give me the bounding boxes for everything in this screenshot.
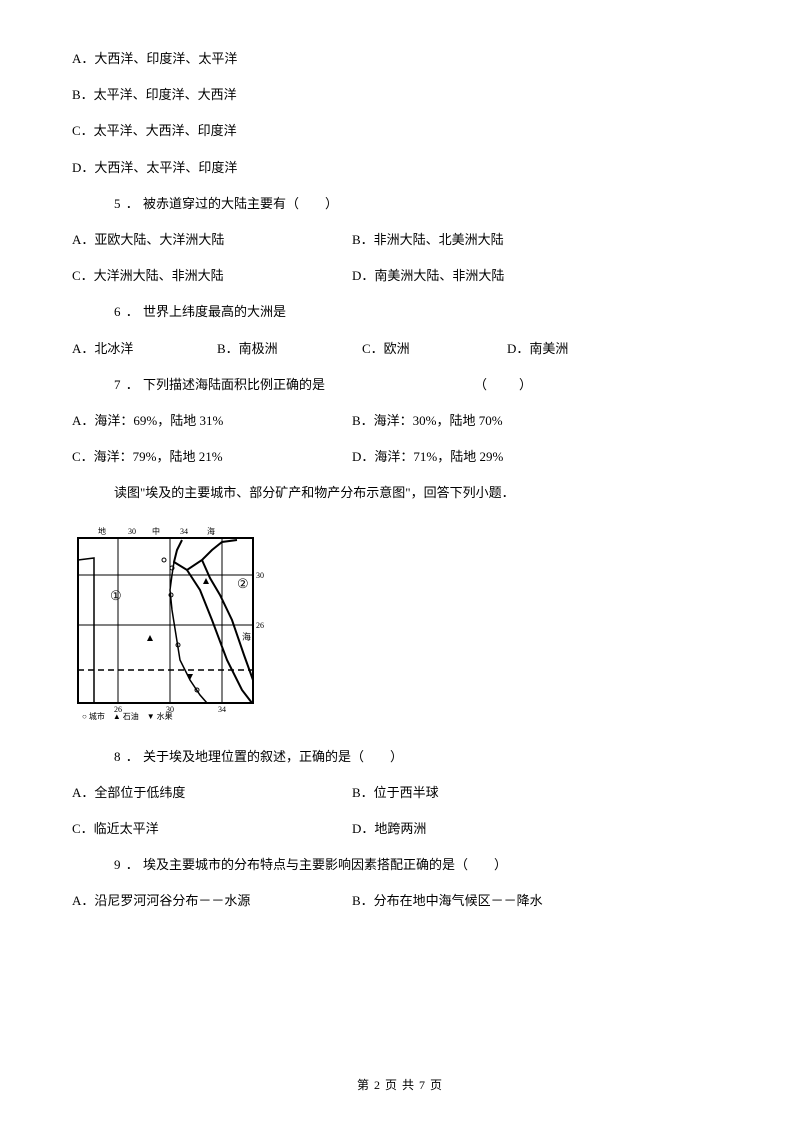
q5-text: 被赤道穿过的大陆主要有（ ） bbox=[143, 196, 338, 211]
q7-row2: C．海洋：79%，陆地 21% D．海洋：71%，陆地 29% bbox=[72, 448, 728, 466]
q7-option-a: A．海洋：69%，陆地 31% bbox=[72, 412, 352, 430]
q9-option-a: A．沿尼罗河河谷分布－－水源 bbox=[72, 892, 352, 910]
q6-text: 世界上纬度最高的大洲是 bbox=[143, 304, 286, 319]
q8-row1: A．全部位于低纬度 B．位于西半球 bbox=[72, 784, 728, 802]
q7-number: 7 ． bbox=[114, 377, 140, 392]
q9-stem: 9 ． 埃及主要城市的分布特点与主要影响因素搭配正确的是（ ） bbox=[114, 856, 728, 874]
page-footer: 第 2 页 共 7 页 bbox=[0, 1077, 800, 1094]
q8-stem: 8 ． 关于埃及地理位置的叙述，正确的是（ ） bbox=[114, 748, 728, 766]
q7-stem: 7 ． 下列描述海陆面积比例正确的是 （ ） bbox=[114, 376, 728, 394]
q5-option-d: D．南美洲大陆、非洲大陆 bbox=[352, 267, 504, 285]
q5-row2: C．大洋洲大陆、非洲大陆 D．南美洲大陆、非洲大陆 bbox=[72, 267, 728, 285]
map-right-26: 26 bbox=[256, 621, 264, 630]
q5-stem: 5 ． 被赤道穿过的大陆主要有（ ） bbox=[114, 195, 728, 213]
q4-option-c: C．太平洋、大西洋、印度洋 bbox=[72, 122, 728, 140]
map-sea-label: 海 bbox=[242, 631, 251, 642]
q4-option-d: D．大西洋、太平洋、印度洋 bbox=[72, 159, 728, 177]
q5-option-b: B．非洲大陆、北美洲大陆 bbox=[352, 231, 504, 249]
map-top-label-1: 地 bbox=[98, 526, 106, 536]
q5-number: 5 ． bbox=[114, 196, 140, 211]
q8-option-c: C．临近太平洋 bbox=[72, 820, 352, 838]
q8-option-b: B．位于西半球 bbox=[352, 784, 439, 802]
q6-stem: 6 ． 世界上纬度最高的大洲是 bbox=[114, 303, 728, 321]
map-bottom-34: 34 bbox=[218, 705, 226, 714]
q8-option-a: A．全部位于低纬度 bbox=[72, 784, 352, 802]
q6-number: 6 ． bbox=[114, 304, 140, 319]
q5-option-c: C．大洋洲大陆、非洲大陆 bbox=[72, 267, 352, 285]
q4-option-b: B．太平洋、印度洋、大西洋 bbox=[72, 86, 728, 104]
q6-option-b: B．南极洲 bbox=[217, 340, 362, 358]
map-legend: ○ 城市 ▲ 石油 ▼ 水果 bbox=[82, 711, 173, 720]
map-right-30: 30 bbox=[256, 571, 264, 580]
q7-option-b: B．海洋：30%，陆地 70% bbox=[352, 412, 503, 430]
egypt-map-svg: 地 30 中 34 海 30 26 26 30 34 ① ② 海 bbox=[72, 520, 267, 720]
map-top-label-4: 34 bbox=[180, 527, 188, 536]
map-marker-2: ② bbox=[237, 576, 249, 591]
egypt-map: 地 30 中 34 海 30 26 26 30 34 ① ② 海 bbox=[72, 520, 728, 725]
q6-option-d: D．南美洲 bbox=[507, 340, 652, 358]
q8-row2: C．临近太平洋 D．地跨两洲 bbox=[72, 820, 728, 838]
passage-text: 读图"埃及的主要城市、部分矿产和物产分布示意图"，回答下列小题． bbox=[114, 484, 728, 502]
q7-paren: （ ） bbox=[474, 376, 534, 394]
q9-number: 9 ． bbox=[114, 857, 140, 872]
q5-option-a: A．亚欧大陆、大洋洲大陆 bbox=[72, 231, 352, 249]
q9-option-b: B．分布在地中海气候区－－降水 bbox=[352, 892, 543, 910]
q6-option-a: A．北冰洋 bbox=[72, 340, 217, 358]
map-top-label-2: 30 bbox=[128, 527, 136, 536]
q9-row1: A．沿尼罗河河谷分布－－水源 B．分布在地中海气候区－－降水 bbox=[72, 892, 728, 910]
q8-number: 8 ． bbox=[114, 749, 140, 764]
q7-option-c: C．海洋：79%，陆地 21% bbox=[72, 448, 352, 466]
q8-text: 关于埃及地理位置的叙述，正确的是（ ） bbox=[143, 749, 403, 764]
q8-option-d: D．地跨两洲 bbox=[352, 820, 426, 838]
map-marker-1: ① bbox=[110, 588, 122, 603]
q7-text: 下列描述海陆面积比例正确的是 bbox=[143, 377, 325, 392]
map-top-label-3: 中 bbox=[152, 526, 160, 536]
q4-option-a: A．大西洋、印度洋、太平洋 bbox=[72, 50, 728, 68]
q7-option-d: D．海洋：71%，陆地 29% bbox=[352, 448, 503, 466]
q7-row1: A．海洋：69%，陆地 31% B．海洋：30%，陆地 70% bbox=[72, 412, 728, 430]
q9-text: 埃及主要城市的分布特点与主要影响因素搭配正确的是（ ） bbox=[143, 857, 507, 872]
q5-row1: A．亚欧大陆、大洋洲大陆 B．非洲大陆、北美洲大陆 bbox=[72, 231, 728, 249]
q6-option-c: C．欧洲 bbox=[362, 340, 507, 358]
map-top-label-5: 海 bbox=[207, 526, 215, 536]
q6-options: A．北冰洋 B．南极洲 C．欧洲 D．南美洲 bbox=[72, 340, 728, 358]
